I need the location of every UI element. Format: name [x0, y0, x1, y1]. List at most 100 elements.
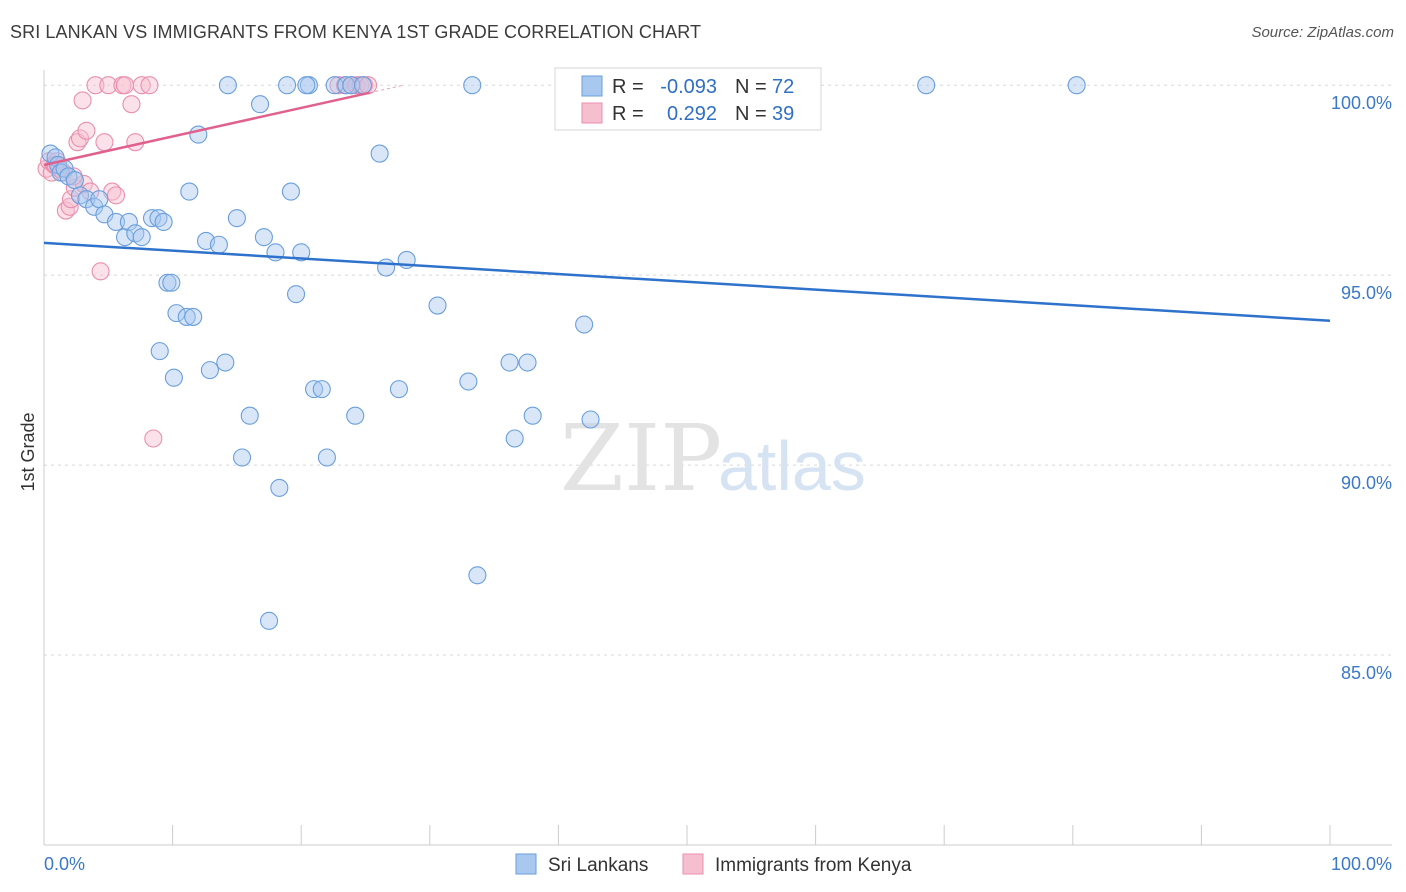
- point-sri-lankans: [287, 285, 306, 304]
- point-sri-lankans: [177, 307, 196, 326]
- y-tick-label: 85.0%: [1341, 663, 1392, 683]
- point-sri-lankans: [216, 353, 235, 372]
- point-kenya: [144, 429, 163, 448]
- point-sri-lankans: [119, 212, 138, 232]
- stats-box: R = -0.093 N = 72 R = 0.292 N = 39: [554, 67, 822, 131]
- point-sri-lankans: [312, 380, 331, 399]
- point-sri-lankans: [505, 429, 524, 448]
- point-sri-lankans: [305, 380, 324, 399]
- point-sri-lankans: [346, 406, 365, 425]
- y-tick-label: 95.0%: [1341, 283, 1392, 303]
- point-sri-lankans: [164, 368, 183, 387]
- point-kenya: [60, 197, 79, 216]
- trend-line-sri-lankans: [43, 241, 1331, 322]
- legend-label-sri-lankans: Sri Lankans: [548, 855, 648, 876]
- chart-title: SRI LANKAN VS IMMIGRANTS FROM KENYA 1ST …: [10, 22, 702, 42]
- point-kenya: [61, 190, 81, 209]
- point-sri-lankans: [65, 171, 84, 190]
- point-sri-lankans: [500, 353, 519, 372]
- point-sri-lankans: [377, 258, 396, 277]
- point-sri-lankans: [281, 182, 300, 201]
- point-kenya: [132, 76, 151, 95]
- point-kenya: [106, 186, 126, 205]
- legend: Sri Lankans Immigrants from Kenya: [515, 853, 912, 876]
- point-sri-lankans: [90, 190, 109, 209]
- stats-n-label-pink: N =: [735, 103, 767, 125]
- stats-n-value-pink: 39: [772, 103, 794, 125]
- series-points-sri-lankans: [41, 76, 1086, 630]
- point-sri-lankans: [463, 76, 482, 95]
- point-kenya: [86, 76, 105, 95]
- stats-swatch-blue: [581, 75, 603, 97]
- point-sri-lankans: [1067, 76, 1086, 95]
- axes: [43, 70, 1392, 846]
- point-sri-lankans: [468, 566, 487, 585]
- point-sri-lankans: [254, 228, 273, 247]
- point-sri-lankans: [917, 76, 936, 95]
- watermark-atlas: atlas: [718, 427, 866, 505]
- point-sri-lankans: [218, 76, 237, 95]
- point-sri-lankans: [317, 448, 336, 467]
- stats-r-label-blue: R =: [612, 76, 644, 98]
- point-sri-lankans: [575, 315, 594, 334]
- point-sri-lankans: [209, 235, 228, 254]
- point-sri-lankans: [518, 353, 537, 372]
- point-kenya: [115, 76, 135, 95]
- point-sri-lankans: [259, 611, 279, 630]
- x-tick-label-max: 100.0%: [1331, 854, 1392, 874]
- stats-n-value-blue: 72: [772, 76, 794, 98]
- point-sri-lankans: [428, 296, 447, 315]
- trend-lines: [43, 84, 1331, 322]
- source-label: Source: ZipAtlas.com: [1251, 24, 1394, 41]
- stats-r-value-blue: -0.093: [660, 76, 717, 98]
- point-kenya: [70, 129, 90, 148]
- point-sri-lankans: [370, 144, 389, 163]
- point-sri-lankans: [278, 76, 297, 95]
- point-kenya: [73, 91, 92, 110]
- point-sri-lankans: [227, 209, 246, 228]
- trend-line-kenya: [43, 91, 370, 167]
- point-sri-lankans: [77, 190, 96, 209]
- point-sri-lankans: [250, 95, 270, 114]
- point-kenya: [77, 121, 96, 140]
- x-tick-label-min: 0.0%: [44, 854, 85, 874]
- point-sri-lankans: [184, 307, 203, 326]
- point-sri-lankans: [106, 212, 126, 232]
- point-sri-lankans: [150, 342, 169, 361]
- point-sri-lankans: [162, 273, 181, 292]
- point-sri-lankans: [142, 209, 162, 228]
- point-sri-lankans: [180, 182, 199, 201]
- point-sri-lankans: [154, 212, 173, 232]
- point-sri-lankans: [240, 406, 259, 425]
- point-kenya: [95, 133, 114, 152]
- point-kenya: [91, 262, 110, 281]
- point-sri-lankans: [270, 478, 289, 497]
- point-sri-lankans: [459, 372, 478, 391]
- point-sri-lankans: [232, 448, 252, 467]
- watermark-zip: ZIP: [560, 405, 722, 512]
- stats-r-label-pink: R =: [612, 103, 644, 125]
- y-tick-label: 100.0%: [1331, 93, 1392, 113]
- point-sri-lankans: [353, 76, 372, 95]
- point-sri-lankans: [523, 406, 542, 425]
- point-sri-lankans: [389, 380, 408, 399]
- stats-r-value-pink: 0.292: [667, 103, 717, 125]
- point-kenya: [140, 76, 159, 95]
- stats-swatch-pink: [581, 102, 603, 124]
- point-kenya: [329, 76, 348, 95]
- y-tick-label: 90.0%: [1341, 473, 1392, 493]
- point-sri-lankans: [297, 76, 316, 95]
- point-sri-lankans: [158, 273, 177, 292]
- stats-n-label-blue: N =: [735, 76, 767, 98]
- tick-labels: 85.0% 90.0% 95.0% 100.0% 0.0% 100.0%: [44, 93, 1392, 874]
- point-kenya: [74, 174, 93, 194]
- point-sri-lankans: [581, 410, 600, 429]
- point-sri-lankans: [292, 243, 311, 262]
- point-sri-lankans: [200, 361, 219, 380]
- y-axis-label: 1st Grade: [18, 412, 38, 491]
- legend-swatch-kenya: [682, 853, 704, 875]
- grid-lines: [44, 84, 1392, 656]
- legend-swatch-sri-lankans: [515, 853, 537, 875]
- point-sri-lankans: [167, 304, 186, 323]
